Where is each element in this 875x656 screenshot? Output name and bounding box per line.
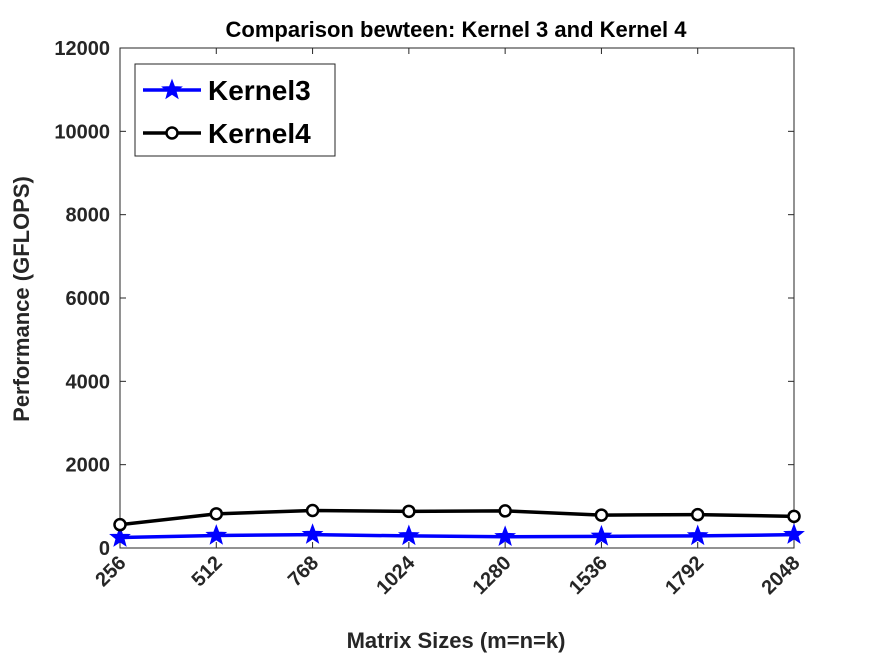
x-tick-label: 1280 [469, 552, 516, 599]
legend-label-kernel3: Kernel3 [208, 75, 311, 106]
x-tick-label: 1024 [372, 551, 420, 599]
legend-marker-kernel4 [165, 126, 179, 140]
legend-box [134, 63, 336, 157]
series-line-kernel3 [119, 532, 795, 540]
data-point-kernel4 [594, 508, 609, 522]
data-point-kernel3 [109, 526, 131, 547]
legend-label-kernel4: Kernel4 [208, 118, 311, 149]
data-point-kernel4 [209, 507, 224, 521]
y-tick-label: 4000 [66, 371, 111, 393]
x-axis-label: Matrix Sizes (m=n=k) [347, 628, 566, 653]
y-tick-label: 6000 [66, 288, 111, 310]
legend-marker-kernel3 [161, 78, 183, 100]
chart-title: Comparison bewteen: Kernel 3 and Kernel … [226, 17, 688, 42]
y-tick-label: 12000 [54, 38, 110, 60]
x-tick-label: 1792 [661, 552, 708, 599]
x-tick-label: 768 [284, 552, 323, 591]
legend: Kernel3 Kernel4 [134, 63, 336, 157]
data-point-kernel4 [690, 507, 705, 522]
y-axis-label: Performance (GFLOPS) [9, 176, 34, 422]
data-point-kernel3 [686, 524, 709, 546]
data-point-kernel4 [402, 504, 416, 519]
data-point-kernel3 [590, 524, 613, 546]
series-line-kernel4 [119, 508, 795, 527]
y-tick-label: 10000 [54, 121, 110, 143]
data-point-kernel4 [113, 517, 127, 532]
data-point-kernel4 [498, 504, 512, 518]
x-tick-label: 2048 [758, 552, 805, 599]
data-point-kernel3 [397, 524, 420, 546]
x-tick-label: 256 [91, 552, 130, 591]
data-point-kernel4 [787, 509, 801, 524]
data-point-kernel3 [783, 523, 805, 544]
x-tick-label: 1536 [565, 552, 612, 599]
data-point-kernel3 [494, 525, 517, 546]
y-tick-label: 0 [99, 538, 110, 560]
y-tick-label: 8000 [66, 205, 111, 227]
x-tick-label: 512 [188, 552, 227, 591]
y-tick-label: 2000 [66, 455, 111, 477]
data-point-kernel4 [305, 503, 320, 518]
data-point-kernel3 [205, 524, 228, 545]
data-point-kernel3 [301, 523, 324, 544]
